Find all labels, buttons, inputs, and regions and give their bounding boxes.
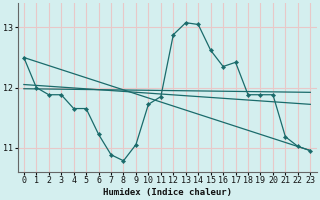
X-axis label: Humidex (Indice chaleur): Humidex (Indice chaleur) [103,188,232,197]
